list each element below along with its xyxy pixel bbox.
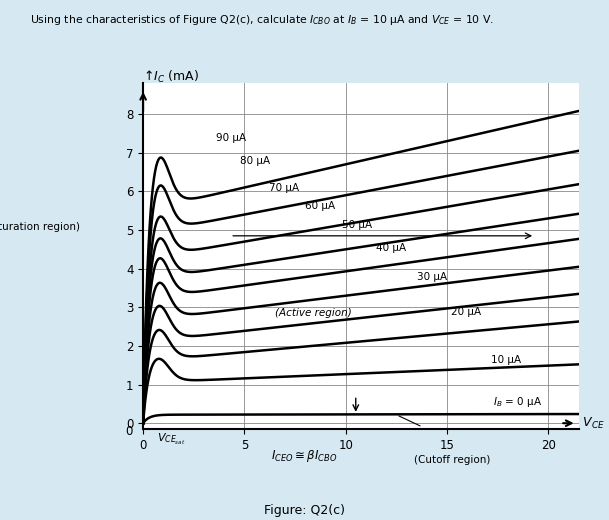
Text: 50 μA: 50 μA	[342, 220, 371, 230]
Text: 40 μA: 40 μA	[376, 243, 406, 253]
Text: 30 μA: 30 μA	[417, 272, 446, 282]
Text: 60 μA: 60 μA	[305, 201, 336, 211]
Text: (Cutoff region): (Cutoff region)	[414, 455, 490, 465]
Text: 70 μA: 70 μA	[269, 184, 299, 193]
Text: 20 μA: 20 μA	[451, 307, 481, 317]
Text: Using the characteristics of Figure Q2(c), calculate $I_{CBO}$ at $I_B$ = 10 μA : Using the characteristics of Figure Q2(c…	[30, 13, 495, 27]
Text: $V_{CE_{sat}}$: $V_{CE_{sat}}$	[157, 432, 186, 447]
Text: $I_B$ = 0 μA: $I_B$ = 0 μA	[493, 395, 543, 409]
Text: (Saturation region): (Saturation region)	[0, 222, 80, 232]
Text: 10 μA: 10 μA	[491, 355, 521, 365]
Text: (Active region): (Active region)	[275, 308, 351, 318]
Text: 80 μA: 80 μA	[241, 157, 270, 166]
Text: $I_{CEO} \cong \beta I_{CBO}$: $I_{CEO} \cong \beta I_{CBO}$	[272, 448, 337, 464]
Text: 0: 0	[125, 425, 133, 438]
Text: 90 μA: 90 μA	[216, 133, 246, 143]
Text: $↑I_C$ (mA): $↑I_C$ (mA)	[143, 69, 199, 85]
Text: Figure: Q2(c): Figure: Q2(c)	[264, 504, 345, 517]
Text: $V_{CE}$ (V): $V_{CE}$ (V)	[579, 415, 609, 431]
